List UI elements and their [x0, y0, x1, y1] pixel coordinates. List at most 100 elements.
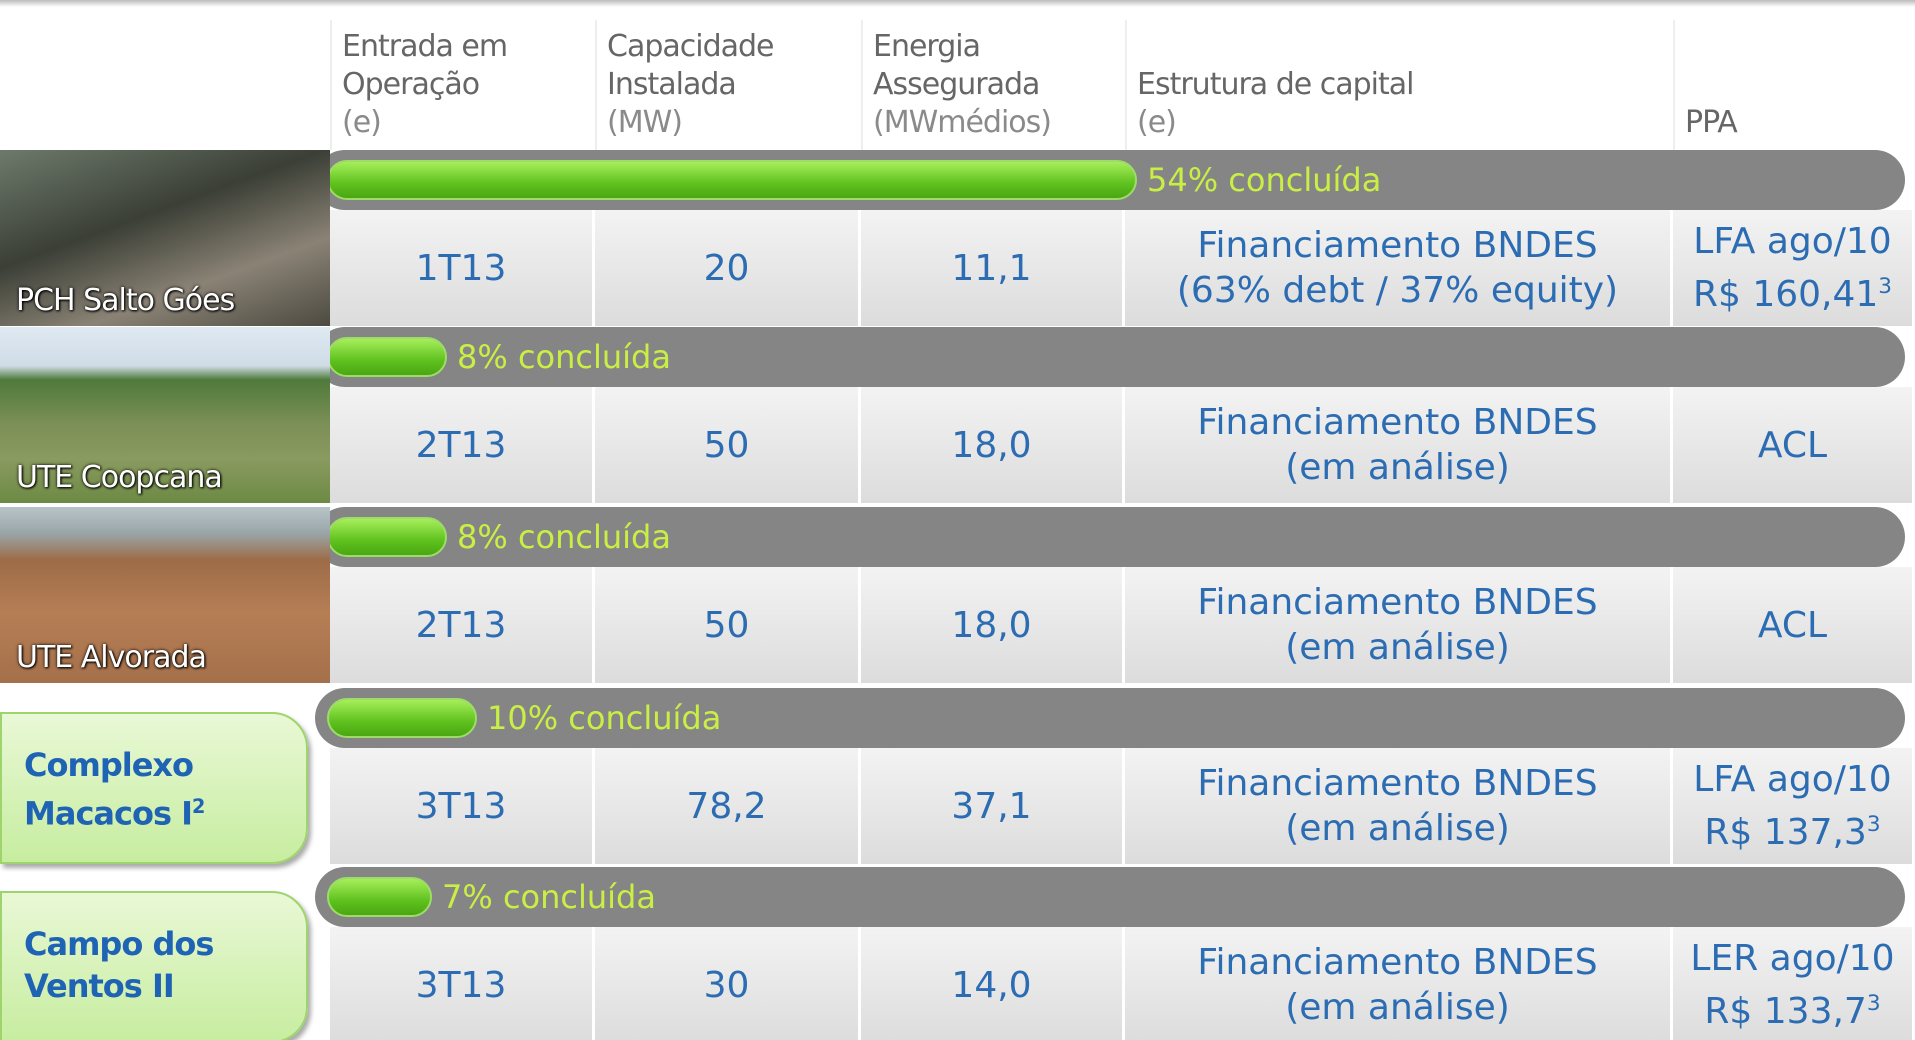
header-title: Estrutura de capital [1137, 66, 1673, 104]
table-cell: 37,1 [861, 748, 1125, 864]
table-cell: 11,1 [861, 210, 1125, 326]
cell-text: 50 [704, 423, 750, 468]
header-title: Assegurada [873, 66, 1125, 104]
project-photo: UTE Alvorada [0, 507, 330, 683]
header-unit: (e) [1137, 104, 1673, 142]
footnote-marker: 3 [1867, 991, 1881, 1016]
cell-text: Financiamento BNDES [1197, 761, 1597, 806]
progress-label: 10% concluída [487, 688, 721, 748]
name-line: Ventos II [24, 965, 306, 1007]
cell-text: R$ 160,413 [1693, 264, 1892, 317]
project-photo: PCH Salto Góes [0, 150, 330, 326]
cell-text: ACL [1758, 603, 1827, 648]
cell-text: ACL [1758, 423, 1827, 468]
header-unit: (MWmédios) [873, 104, 1125, 142]
table-cell: ACL [1673, 567, 1915, 683]
cell-text: 30 [704, 963, 750, 1008]
cell-text: Financiamento BNDES [1197, 223, 1597, 268]
table-cell: Financiamento BNDES(em análise) [1125, 927, 1673, 1040]
column-header: Estrutura de capital(e) [1125, 20, 1673, 150]
table-cell: 30 [595, 927, 861, 1040]
footnote-marker: 3 [1878, 274, 1892, 299]
header-title: Energia [873, 28, 1125, 66]
table-cell: ACL [1673, 387, 1915, 503]
footnote-marker: 3 [1867, 812, 1881, 837]
table-cell: 1T13 [330, 210, 595, 326]
name-line: PCH Salto Góes [16, 283, 234, 318]
cell-text: 2T13 [416, 423, 507, 468]
project-name: UTE Alvorada [16, 640, 206, 675]
top-rule [0, 0, 1915, 7]
header-title: PPA [1685, 104, 1915, 142]
table-cell: 3T13 [330, 748, 595, 864]
cell-text: Financiamento BNDES [1197, 580, 1597, 625]
cell-text: 18,0 [951, 603, 1031, 648]
page: Entrada emOperação(e)CapacidadeInstalada… [0, 0, 1915, 1040]
cell-text: LFA ago/10 [1693, 219, 1891, 264]
name-line: UTE Coopcana [16, 460, 222, 495]
table-cell: Financiamento BNDES(63% debt / 37% equit… [1125, 210, 1673, 326]
name-line: UTE Alvorada [16, 640, 206, 675]
cell-text: 3T13 [416, 963, 507, 1008]
cell-text: 14,0 [951, 963, 1031, 1008]
progress-label: 8% concluída [457, 507, 671, 567]
progress-label: 8% concluída [457, 327, 671, 387]
footnote-marker: 2 [192, 795, 204, 818]
table-cell: 18,0 [861, 387, 1125, 503]
cell-text: (em análise) [1285, 625, 1510, 670]
header-title: Entrada em [342, 28, 595, 66]
table-cell: 78,2 [595, 748, 861, 864]
name-line: Macacos I2 [24, 786, 306, 835]
header-title: Capacidade [607, 28, 861, 66]
table-cell: Financiamento BNDES(em análise) [1125, 748, 1673, 864]
table-cell: 50 [595, 387, 861, 503]
cell-text: 2T13 [416, 603, 507, 648]
progress-bar [327, 698, 477, 738]
progress-bar [327, 337, 447, 377]
table-cell: 18,0 [861, 567, 1125, 683]
cell-text: (em análise) [1285, 806, 1510, 851]
cell-text: Financiamento BNDES [1197, 400, 1597, 445]
cell-text: LER ago/10 [1690, 936, 1894, 981]
table-cell: 2T13 [330, 567, 595, 683]
table-cell: 50 [595, 567, 861, 683]
header-unit: (e) [342, 104, 595, 142]
header-title: Operação [342, 66, 595, 104]
name-line: Campo dos [24, 923, 306, 965]
progress-bar [327, 160, 1137, 200]
cell-text: 1T13 [416, 246, 507, 291]
table-cell: Financiamento BNDES(em análise) [1125, 567, 1673, 683]
table-cell: 2T13 [330, 387, 595, 503]
column-header: PPA [1673, 20, 1915, 150]
table-cell: 20 [595, 210, 861, 326]
cell-text: (em análise) [1285, 445, 1510, 490]
table-cell: LER ago/10R$ 133,73 [1673, 927, 1915, 1040]
table-cell: 3T13 [330, 927, 595, 1040]
cell-text: 50 [704, 603, 750, 648]
cell-text: (63% debt / 37% equity) [1177, 268, 1618, 313]
progress-bar [327, 877, 432, 917]
cell-text: 37,1 [951, 784, 1031, 829]
cell-text: 11,1 [951, 246, 1031, 291]
cell-text: 18,0 [951, 423, 1031, 468]
cell-text: 3T13 [416, 784, 507, 829]
cell-text: 78,2 [686, 784, 766, 829]
project-name: PCH Salto Góes [16, 283, 234, 318]
progress-label: 54% concluída [1147, 150, 1381, 210]
cell-text: R$ 137,33 [1704, 802, 1880, 855]
project-photo: UTE Coopcana [0, 327, 330, 503]
progress-bar [327, 517, 447, 557]
project-name: UTE Coopcana [16, 460, 222, 495]
header-title: Instalada [607, 66, 861, 104]
cell-text: 20 [704, 246, 750, 291]
progress-label: 7% concluída [442, 867, 656, 927]
cell-text: (em análise) [1285, 985, 1510, 1030]
cell-text: Financiamento BNDES [1197, 940, 1597, 985]
